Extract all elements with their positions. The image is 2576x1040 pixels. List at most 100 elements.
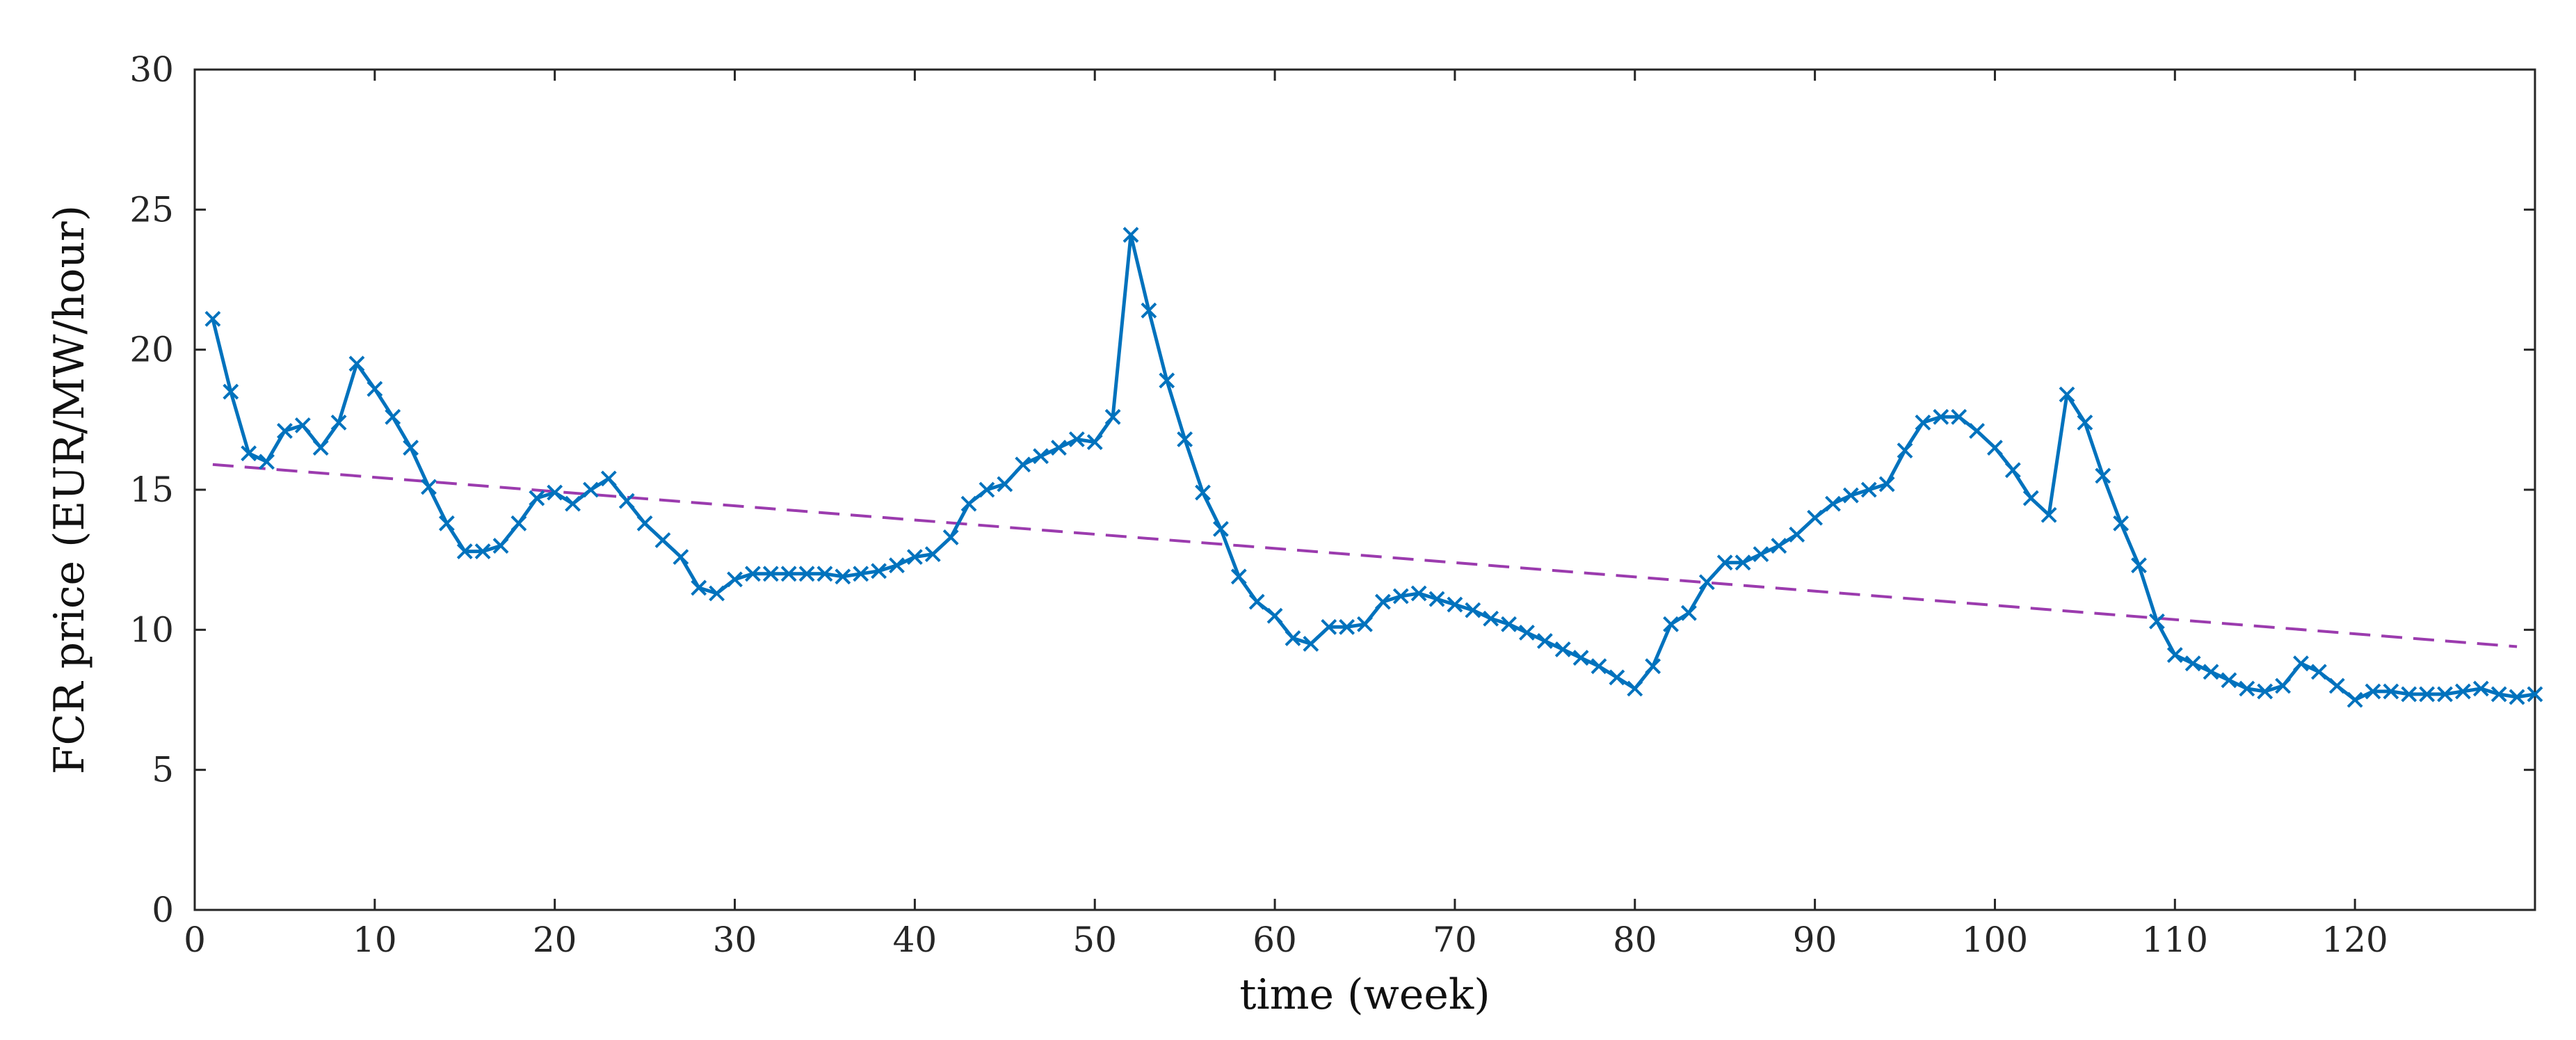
marker-stroke (1969, 423, 1985, 439)
data-point-marker (1807, 509, 1824, 526)
data-point-marker (1447, 596, 1463, 613)
marker-stroke (1428, 591, 1445, 607)
data-point-marker (421, 479, 437, 495)
data-point-marker (889, 557, 905, 574)
data-point-marker (1392, 588, 1409, 605)
marker-stroke (421, 479, 437, 495)
x-tick-label: 40 (893, 920, 937, 960)
marker-stroke (853, 566, 869, 582)
marker-stroke (403, 440, 419, 456)
data-point-marker (1051, 440, 1067, 456)
data-point-marker (2131, 557, 2147, 574)
marker-stroke (1501, 616, 1517, 632)
data-point-marker (2275, 678, 2292, 694)
x-tick-label: 30 (713, 920, 757, 960)
data-point-marker (1501, 616, 1517, 632)
data-point-marker (367, 381, 383, 397)
marker-stroke (816, 566, 833, 582)
data-point-marker (259, 454, 275, 470)
data-point-marker (1572, 650, 1589, 666)
marker-stroke (2419, 686, 2436, 703)
data-point-marker (2490, 686, 2507, 703)
data-point-marker (798, 566, 815, 582)
data-point-marker (1159, 372, 1175, 389)
marker-stroke (474, 543, 491, 560)
marker-stroke (2257, 683, 2273, 700)
data-point-marker (330, 414, 347, 431)
data-point-marker (1825, 495, 1841, 512)
data-point-marker (1591, 658, 1607, 675)
marker-stroke (1698, 574, 1715, 591)
data-point-marker (1771, 538, 1787, 554)
x-tick-label: 100 (1962, 920, 2028, 960)
marker-stroke (618, 493, 635, 509)
marker-stroke (1734, 554, 1751, 571)
data-point-marker (385, 408, 401, 425)
marker-stroke (727, 571, 743, 588)
data-point-marker (438, 515, 455, 531)
data-point-marker (979, 481, 995, 498)
marker-stroke (1248, 593, 1265, 610)
marker-stroke (2310, 664, 2327, 680)
marker-stroke (1645, 658, 1661, 675)
data-point-marker (2149, 613, 2165, 630)
data-point-marker (654, 532, 671, 548)
data-point-marker (2239, 680, 2255, 697)
marker-stroke (2365, 683, 2381, 700)
data-point-marker (853, 566, 869, 582)
marker-stroke (1303, 636, 1319, 652)
marker-stroke (2293, 655, 2309, 672)
data-point-marker (1860, 481, 1877, 498)
data-point-marker (2004, 462, 2021, 479)
marker-stroke (529, 490, 545, 506)
marker-stroke (1447, 596, 1463, 613)
marker-stroke (2275, 678, 2292, 694)
marker-stroke (1860, 481, 1877, 498)
marker-stroke (277, 423, 293, 439)
data-point-marker (2310, 664, 2327, 680)
marker-stroke (2077, 414, 2093, 431)
x-axis-title: time (week) (1239, 970, 1490, 1019)
x-tick-label: 110 (2142, 920, 2208, 960)
marker-stroke (1933, 408, 1949, 425)
marker-stroke (2203, 664, 2219, 680)
y-tick-label: 20 (129, 330, 174, 370)
marker-stroke (2040, 506, 2057, 523)
marker-stroke (204, 310, 221, 327)
x-tick-label: 90 (1793, 920, 1837, 960)
data-point-marker (294, 417, 311, 433)
data-point-marker (1195, 484, 1211, 501)
marker-stroke (835, 568, 851, 585)
data-point-marker (2328, 678, 2345, 694)
marker-stroke (223, 383, 239, 400)
marker-stroke (2437, 686, 2453, 703)
data-point-marker (1033, 448, 1049, 465)
marker-stroke (1987, 440, 2003, 456)
data-point-marker (618, 493, 635, 509)
data-point-marker (2365, 683, 2381, 700)
data-point-marker (727, 571, 743, 588)
data-point-marker (1321, 618, 1337, 635)
x-tick-label: 0 (184, 920, 206, 960)
data-point-marker (960, 495, 977, 512)
data-point-marker (2166, 647, 2183, 663)
marker-stroke (1177, 431, 1193, 447)
data-point-marker (906, 549, 923, 566)
data-point-marker (1230, 568, 1247, 585)
marker-stroke (565, 495, 581, 512)
data-point-marker (1627, 680, 1643, 697)
marker-stroke (1609, 669, 1625, 686)
marker-stroke (1951, 408, 1967, 425)
data-point-marker (1519, 624, 1535, 641)
data-point-marker (691, 579, 707, 596)
marker-stroke (2455, 683, 2471, 700)
marker-stroke (312, 440, 329, 456)
y-tick-label: 0 (152, 890, 174, 930)
data-point-marker (1753, 546, 1769, 563)
marker-stroke (2509, 689, 2525, 705)
data-point-marker (2509, 689, 2525, 705)
price-series-group (204, 227, 2543, 708)
data-point-marker (510, 515, 527, 531)
marker-stroke (1357, 616, 1373, 632)
